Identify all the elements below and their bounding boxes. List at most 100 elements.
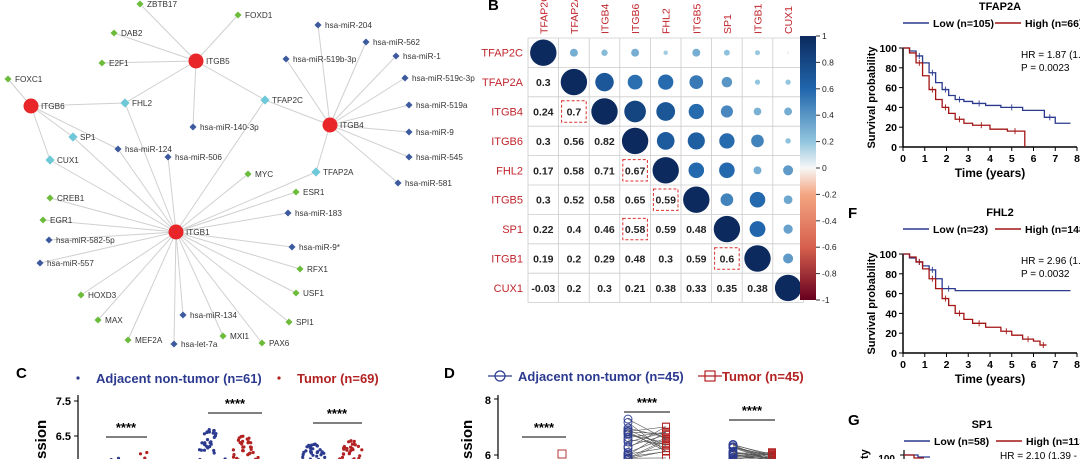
network-edge [329,77,406,126]
network-node: ITGB5 [188,53,230,69]
network-edge [329,55,397,126]
corr-value: 0.58 [625,224,646,236]
network-node: TFAP2A [311,167,354,177]
miRNA-node-marker [405,128,413,136]
network-node: ITGB6 [23,98,65,114]
adjacent-point [623,427,633,436]
node-label: hsa-miR-9* [299,243,341,252]
colorbar-gradient [800,36,816,300]
node-label: hsa-miR-545 [416,153,463,162]
corr-circle [687,132,705,150]
network-edge [113,32,197,62]
km-xtick-label: 1 [922,153,928,165]
column-label: ITGB5 [691,3,703,34]
corr-value: 0.67 [625,165,646,177]
corr-circle [652,157,679,184]
corr-circle [624,100,646,123]
network-edge [173,231,177,345]
highlight-box [622,159,648,182]
paired-line [627,426,667,432]
expression-point [202,432,206,436]
corr-circle [786,51,790,54]
corr-circle [530,39,557,66]
network-node: hsa-let-7a [170,340,218,349]
network-node: hsa-miR-124 [114,145,172,154]
tf-node-marker [258,339,266,347]
sig-stars: **** [742,403,763,418]
column-label: TFAP2A [569,0,581,34]
corr-value: 0.82 [594,136,615,148]
expression-point [340,455,345,459]
network-edge [175,231,184,316]
expression-point [315,454,319,458]
expression-point [205,430,209,435]
network-edge [80,231,177,296]
corr-value: 0.6 [720,254,735,266]
adjacent-point [623,447,633,457]
miRNA-node-marker [314,21,322,29]
network-node: MXI1 [219,332,250,341]
panel-g-ytick-label: 100 [878,454,895,459]
network-edge [175,191,297,233]
network-node: PAX6 [258,339,290,348]
tf-node-marker [110,29,118,37]
network-node: SPI1 [285,318,314,327]
network-edge [175,231,263,344]
km-ytick-label: 100 [879,249,897,261]
node-label: FOXC1 [15,75,43,84]
network-node: DAB2 [110,29,143,38]
highlight-box [622,217,648,241]
miRNA-node-marker [189,123,197,131]
expression-point [200,441,204,445]
tumor-legend-marker [704,370,716,382]
expression-point [353,443,357,447]
corr-value: 0.3 [536,136,551,148]
expression-point [245,437,249,441]
tf-node-marker [39,216,47,224]
corr-circle [749,221,766,238]
network-edge [195,14,239,62]
corr-value: 0.4 [567,224,582,236]
corr-circle [688,162,705,179]
panel-d-points [557,414,776,459]
expression-point [240,442,244,446]
adjacent-point [728,453,738,459]
network-edge [175,231,301,270]
highlight-box [561,100,587,123]
corr-value: 0.21 [625,283,646,295]
expression-point [207,430,211,434]
paired-line [627,447,667,455]
expression-point [116,456,121,459]
expression-point [232,453,236,457]
km-xlabel: Time (years) [955,166,1025,180]
km-annotation: HR = 2.96 (1.77 - 4.96) [1021,256,1080,267]
corr-circle [723,49,730,56]
tf-node-marker [219,332,227,340]
expression-point [356,444,360,448]
paired-line [732,444,773,455]
miRNA-node-marker [170,340,178,348]
km-xlabel: Time (years) [955,372,1025,386]
expression-point [301,455,305,459]
colorbar-tick-label: 0.8 [822,57,834,67]
km-xtick-label: 3 [965,153,971,165]
network-edge [49,159,177,233]
network-node: RFX1 [296,265,328,274]
node-label: EGR1 [50,216,73,225]
expression-point [342,452,346,456]
adjacent-legend-marker [494,370,506,382]
paired-line [627,429,667,446]
panel-c-legend-adjacent: Adjacent non-tumor (n=61) [96,371,262,386]
expression-point [348,451,352,455]
corr-value: 0.3 [536,77,551,89]
km-curve [903,47,1071,124]
highlight-box [714,247,740,270]
corr-circle [754,79,761,85]
colorbar-tick-label: 0.6 [822,84,834,94]
tf-node-marker [296,265,304,273]
sig-stars: **** [637,395,658,410]
corr-value: 0.59 [655,195,676,207]
node-label: SP1 [80,133,96,142]
km-ytick-label: 80 [885,269,897,281]
network-edge [329,124,410,133]
